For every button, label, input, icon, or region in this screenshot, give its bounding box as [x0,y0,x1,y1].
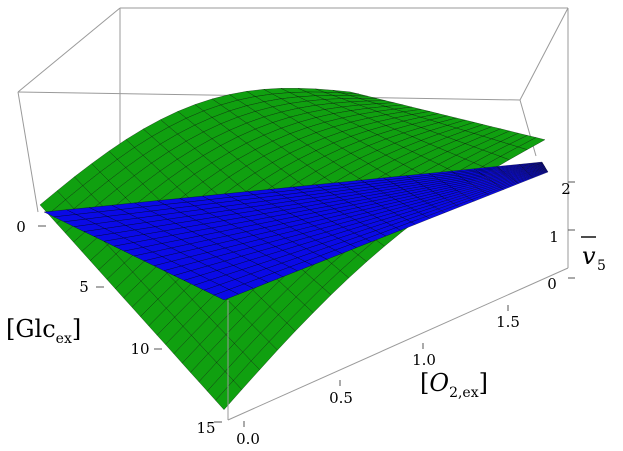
v5-axis-ticks [568,181,575,279]
box-edge [519,99,537,157]
glc-tick-label: 5 [79,278,89,296]
box-edge [519,7,569,101]
v5-tick-label: 0 [547,275,557,293]
v5-tick-label: 2 [561,180,571,198]
svg-text:v: v [582,242,596,270]
o2-tick-label: 0.0 [236,430,260,448]
green-surface-patch [517,137,546,150]
glc-tick-labels: 0 5 10 15 [16,218,215,437]
glc-tick-label: 15 [196,419,215,437]
svg-text:5: 5 [597,258,606,274]
v5-axis-label: v 5 [581,236,606,274]
surface-blue [43,161,549,301]
o2-tick-labels: 0.0 0.5 1.0 1.5 [236,313,520,448]
glc-axis-label: [Glcex] [6,315,81,347]
v5-tick-labels: 0 1 2 [547,180,571,293]
o2-tick-label: 0.5 [329,389,353,407]
glc-tick-label: 10 [130,340,149,358]
box-edge [17,91,39,213]
box-edge [227,267,569,421]
glc-axis-ticks [38,225,222,423]
box-edge [17,7,121,93]
v5-tick-label: 1 [549,228,559,246]
o2-tick-label: 1.0 [412,351,436,369]
o2-axis-label: [O2,ex] [420,369,488,401]
glc-tick-label: 0 [16,218,26,236]
o2-tick-label: 1.5 [496,313,520,331]
o2-axis-ticks [243,305,509,427]
bounding-box-front [17,91,569,421]
blue-surface-patch [532,171,549,179]
